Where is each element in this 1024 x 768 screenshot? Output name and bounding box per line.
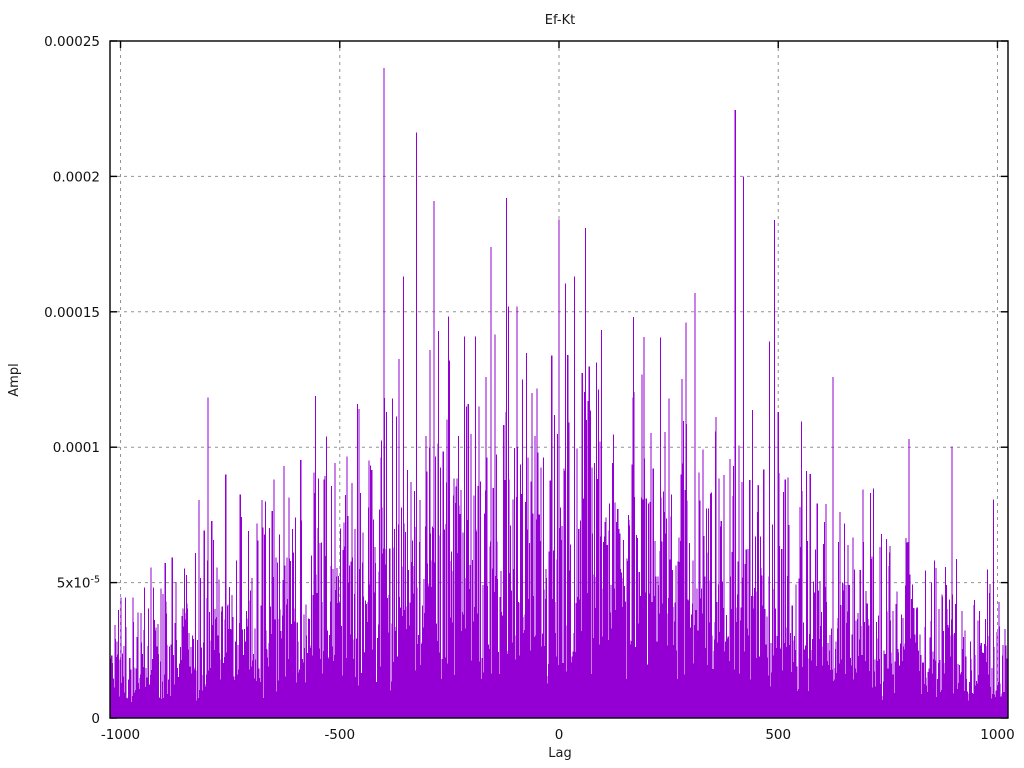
chart-title: Ef-Kt	[545, 13, 575, 28]
x-tick-label: -1000	[101, 727, 140, 743]
x-tick-label: 0	[555, 727, 564, 743]
y-tick-label: 0.0001	[53, 440, 100, 456]
y-tick-label: 0.00025	[44, 34, 100, 50]
plot-border	[109, 40, 1009, 719]
y-axis-label: Ampl	[7, 363, 22, 396]
y-tick-labels: 0 5x10-5 0.0001 0.00015 0.0002 0.00025	[44, 34, 100, 727]
x-tick-labels: -1000 -500 0 500 1000	[101, 727, 1015, 743]
y-tick-label: 0.0002	[53, 169, 100, 185]
x-tick-label: 1000	[980, 727, 1014, 743]
y-tick-label: 0.00015	[44, 305, 100, 321]
y-tick-label: 5x10-5	[57, 575, 100, 592]
x-axis-label: Lag	[548, 746, 571, 761]
y-tick-label: 0	[91, 711, 100, 727]
x-tick-label: -500	[324, 727, 355, 743]
x-tick-label: 500	[765, 727, 791, 743]
